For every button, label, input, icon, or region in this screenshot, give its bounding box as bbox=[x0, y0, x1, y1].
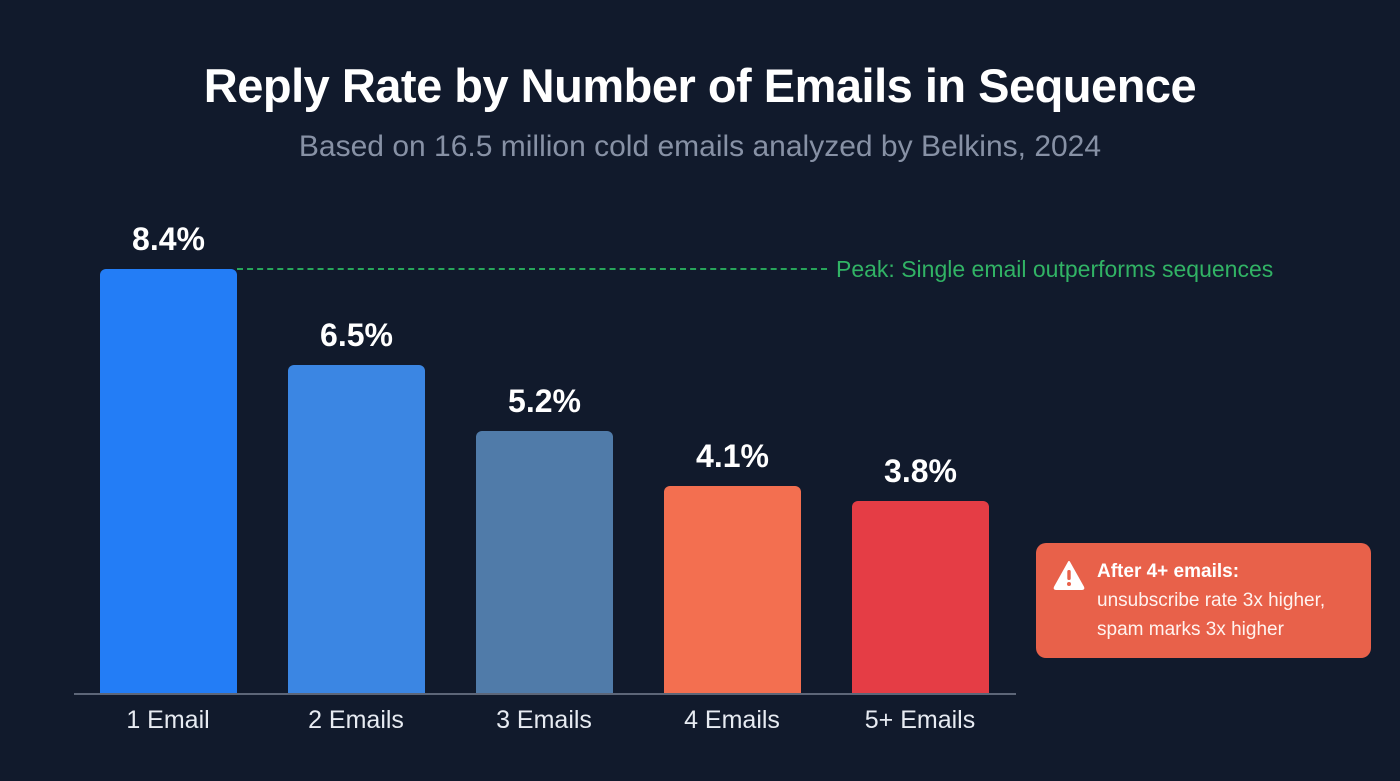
bar-1 bbox=[100, 269, 237, 693]
bar-value-label: 8.4% bbox=[132, 221, 205, 257]
bar-value-label: 4.1% bbox=[696, 438, 769, 474]
bar-5 bbox=[852, 501, 989, 693]
x-axis-line bbox=[74, 693, 1016, 695]
bar-value-label: 6.5% bbox=[320, 317, 393, 353]
x-axis-category-label: 1 Email bbox=[126, 706, 210, 734]
x-axis-category-label: 2 Emails bbox=[308, 706, 404, 734]
x-axis-category-label: 3 Emails bbox=[496, 706, 592, 734]
bar-3 bbox=[476, 431, 613, 693]
bar-4 bbox=[664, 486, 801, 693]
callout-heading: After 4+ emails: bbox=[1097, 561, 1240, 582]
bar-value-label: 5.2% bbox=[508, 383, 581, 419]
bar-2 bbox=[288, 365, 425, 693]
warning-callout: After 4+ emails: unsubscribe rate 3x hig… bbox=[1036, 543, 1371, 658]
chart-title: Reply Rate by Number of Emails in Sequen… bbox=[203, 59, 1197, 112]
x-axis-category-label: 5+ Emails bbox=[864, 706, 976, 734]
peak-annotation-label: Peak: Single email outperforms sequences bbox=[836, 256, 1274, 282]
chart-subtitle: Based on 16.5 million cold emails analyz… bbox=[298, 130, 1102, 163]
x-axis-category-label: 4 Emails bbox=[684, 706, 780, 734]
warning-icon bbox=[1053, 560, 1085, 595]
callout-line-2: spam marks 3x higher bbox=[1097, 619, 1284, 640]
bar-value-label: 3.8% bbox=[884, 453, 957, 489]
peak-reference-line bbox=[237, 268, 827, 270]
callout-line-1: unsubscribe rate 3x higher, bbox=[1097, 590, 1326, 611]
